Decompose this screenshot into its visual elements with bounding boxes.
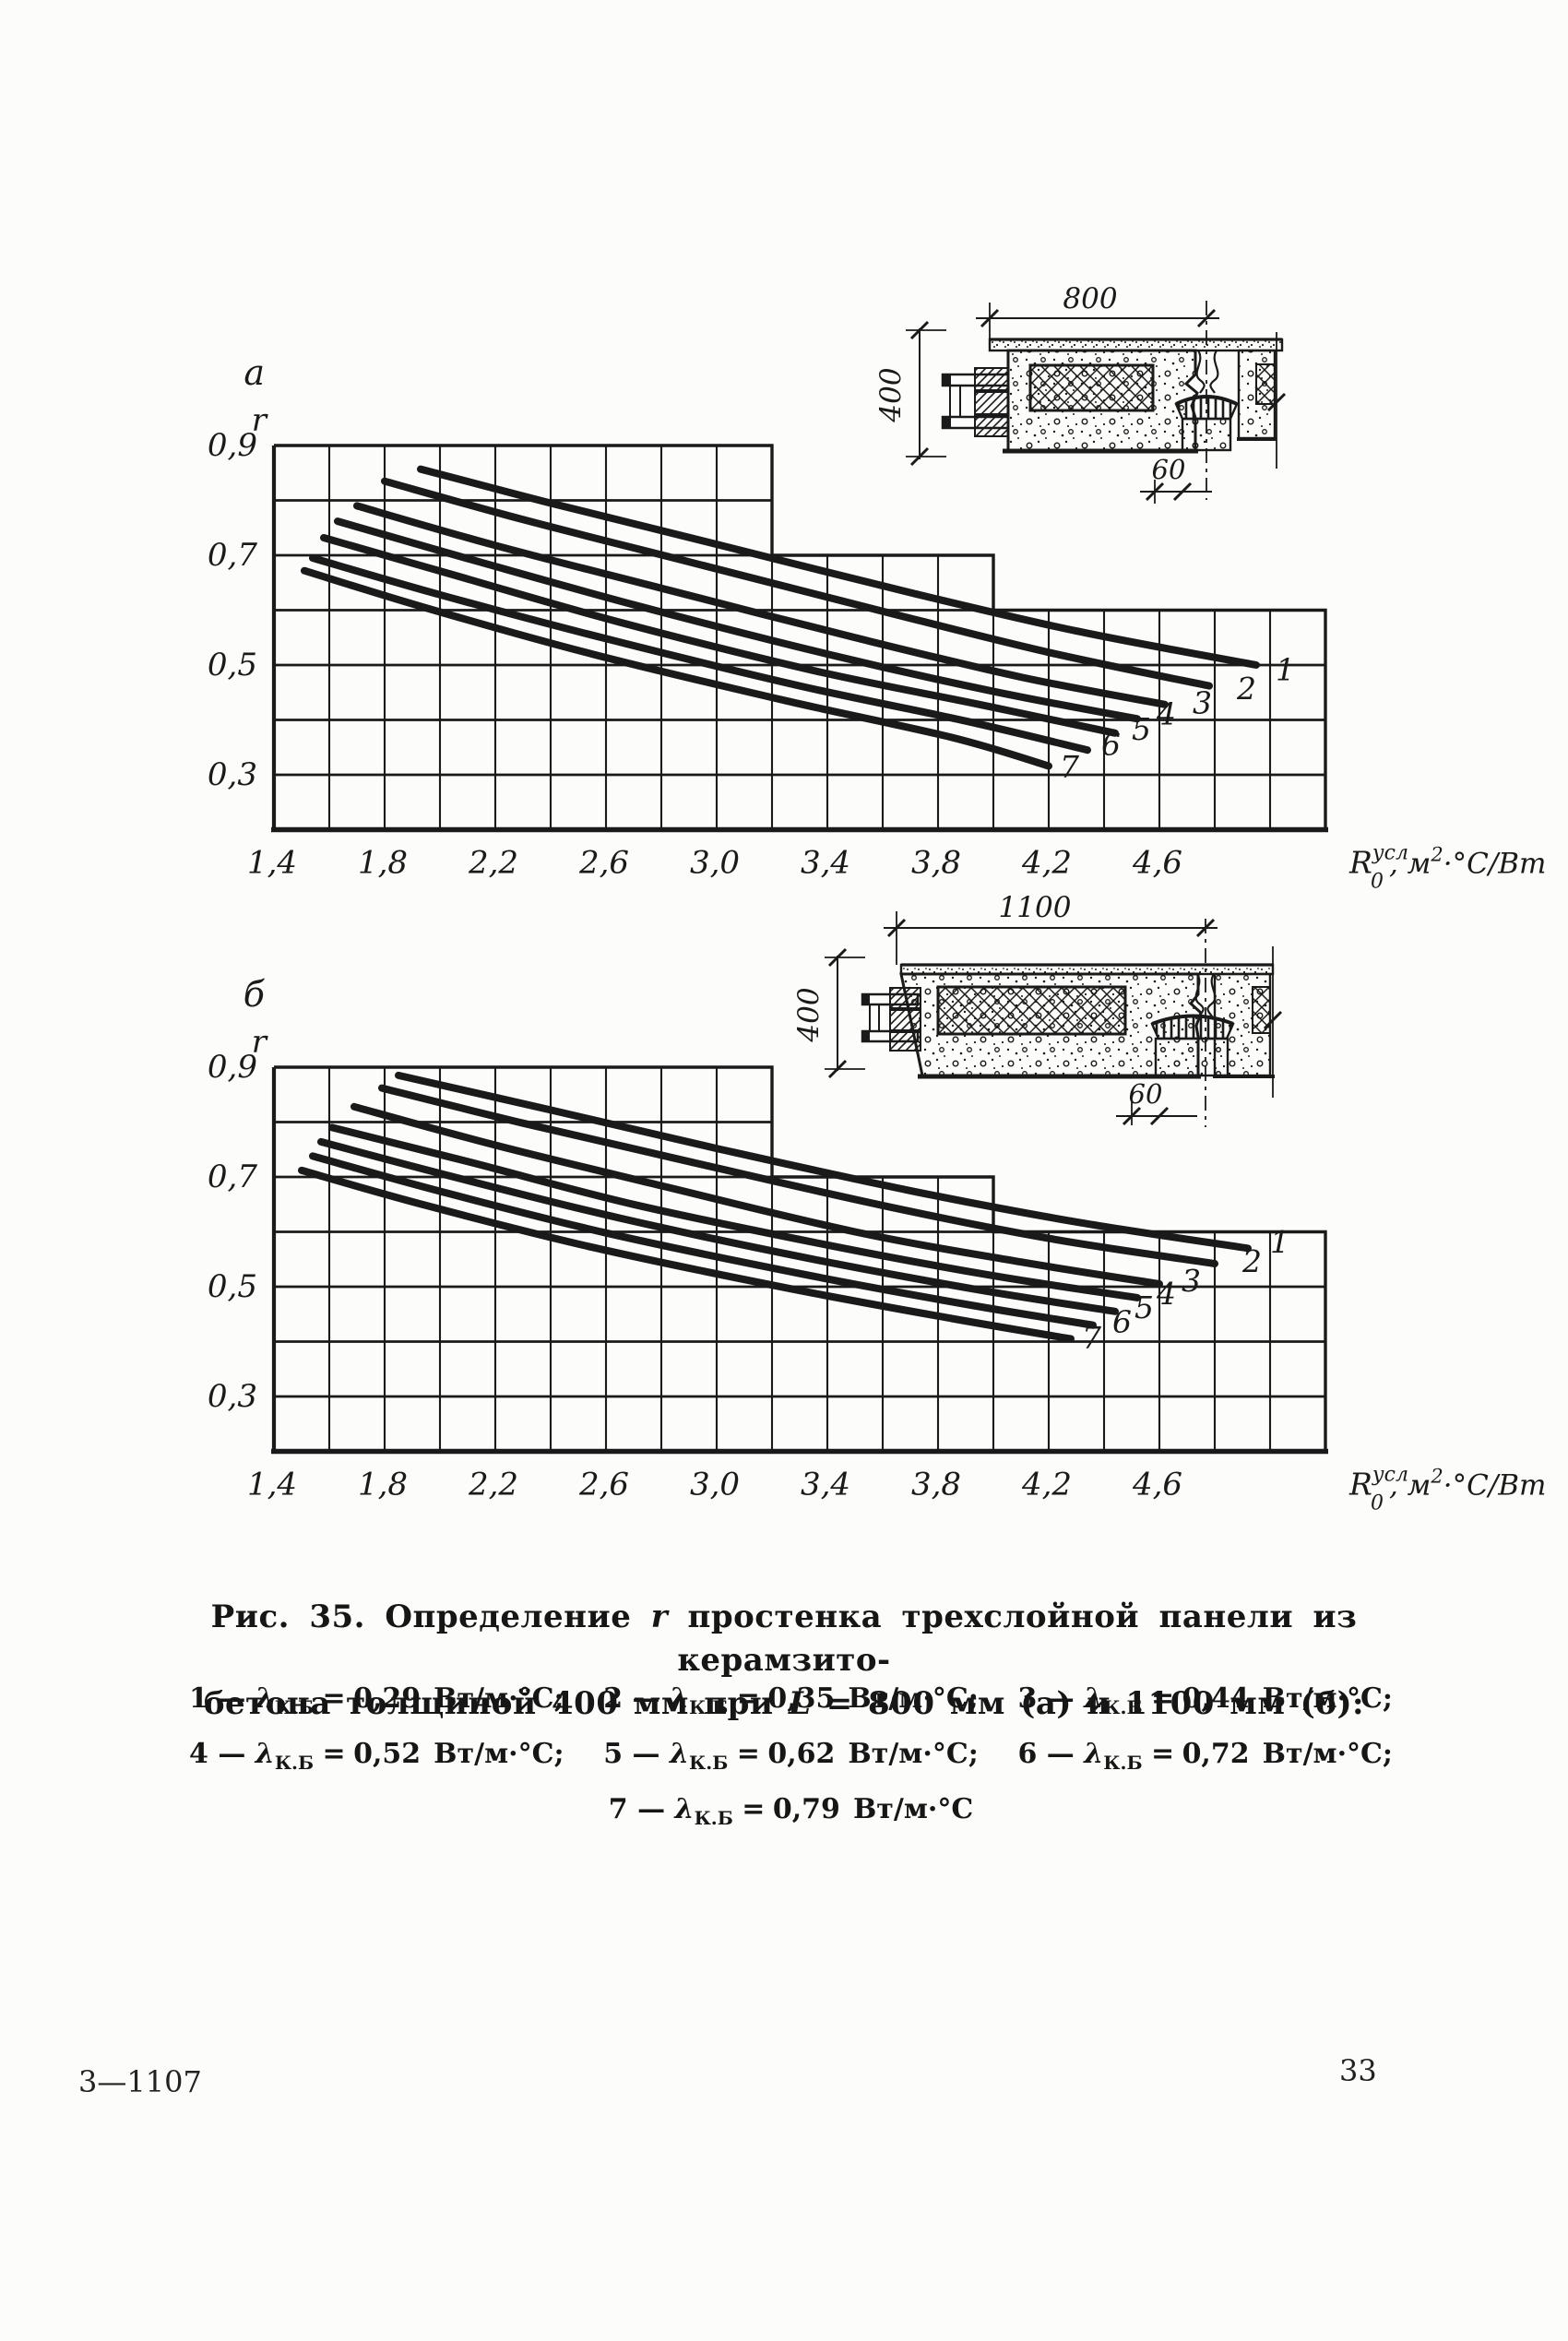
x-axis-label: Rусл 0, м2·°С/Вт [1348,842,1546,894]
legend-row: 1 — λК.Б = 0,29 Вт/м·°С; 2 — λК.Б = 0,35 Вт… [189,1682,1393,1718]
grid-boundary [274,1065,1327,1452]
y-axis-symbol: r [252,402,268,439]
curve-label-2: 2 [1236,671,1256,707]
figure-legend: 1 — λК.Б = 0,29 Вт/м·°С; 2 — λК.Б = 0,35 Вт… [189,1682,1393,1848]
dim-joint-label: 60 [1152,454,1186,485]
x-tick-label: 3,8 [911,845,961,882]
curve-6 [309,1152,1097,1329]
grid-boundary [274,444,1327,830]
x-tick-label: 2,2 [468,845,518,882]
x-tick-label: 3,8 [911,1467,961,1503]
curve-label-3: 3 [1182,1263,1201,1299]
curve-2 [381,477,1213,690]
curve-label-5: 5 [1134,1289,1154,1325]
panel-drawing-1100: 1100 400 60 [792,891,1283,1127]
curve-label-6: 6 [1101,727,1121,763]
curve-6 [309,554,1091,755]
y-tick-label: 0,9 [208,427,257,464]
legend-item-6: 6 — λК.Б = 0,72 Вт/м·°С; [1017,1738,1393,1774]
curve-label-6: 6 [1112,1303,1132,1339]
x-tick-label: 2,2 [468,1467,518,1503]
section-drawing: 800 400 60 [874,282,1287,504]
y-tick-label: 0,5 [208,647,257,683]
x-tick-label: 4,6 [1132,1467,1182,1503]
curve-7 [298,1166,1075,1343]
section-drawing: 1100 400 60 [792,891,1283,1127]
x-tick-label: 1,4 [247,845,297,882]
legend-item-4: 4 — λК.Б = 0,52 Вт/м·°С; [189,1738,564,1774]
page-number: 33 [1339,2053,1377,2088]
y-axis-symbol: r [252,1024,268,1061]
dim-height-label: 400 [874,367,908,422]
y-tick-label: 0,5 [208,1268,257,1305]
curve-label-5: 5 [1132,711,1151,747]
curve-label-1: 1 [1276,652,1295,688]
x-tick-label: 3,4 [801,1467,850,1503]
x-tick-label: 3,0 [690,1467,740,1503]
x-tick-label: 1,8 [358,1467,408,1503]
x-tick-label: 1,8 [358,845,408,882]
curve-4 [328,1123,1141,1301]
y-tick-label: 0,3 [208,1378,257,1415]
curve-5 [317,1137,1119,1315]
curve-3 [350,1102,1163,1288]
curve-label-1: 1 [1270,1224,1289,1260]
x-tick-label: 4,6 [1132,845,1182,882]
legend-row: 4 — λК.Б = 0,52 Вт/м·°С; 5 — λК.Б = 0,62 Вт… [189,1738,1393,1774]
x-tick-label: 1,4 [247,1467,297,1503]
curve-7 [301,566,1052,770]
x-tick-label: 3,0 [690,845,740,882]
curve-3 [353,502,1169,708]
legend-item-5: 5 — λК.Б = 0,62 Вт/м·°С; [603,1738,979,1774]
curve-label-2: 2 [1241,1243,1262,1279]
curve-label-7: 7 [1060,749,1079,785]
curve-1 [417,465,1260,669]
caption-line-2: бетона толщиной 400 мм при L = 800 мм (а… [203,1685,1365,1722]
curve-2 [378,1084,1218,1267]
legend-item-7: 7 — λК.Б = 0,79 Вт/м·°С [608,1793,974,1829]
legend-item-3: 3 — λК.Б = 0,44 Вт/м·°С; [1017,1682,1393,1718]
caption-line-1: Рис. 35. Определение r простенка трехсло… [210,1598,1358,1679]
y-tick-label: 0,7 [208,537,257,574]
curve-label-3: 3 [1193,684,1212,720]
y-tick-label: 0,7 [208,1159,257,1195]
panel-letter: а [244,352,265,393]
x-tick-label: 3,4 [801,845,850,882]
panel-drawing-800: 800 400 60 [874,282,1287,504]
x-tick-label: 2,6 [578,1467,629,1503]
legend-item-2: 2 — λК.Б = 0,35 Вт/м·°С; [603,1682,979,1718]
x-axis-label: Rусл 0, м2·°С/Вт [1348,1464,1546,1515]
curve-5 [320,534,1119,737]
curve-1 [395,1071,1252,1253]
curve-label-4: 4 [1156,695,1176,731]
y-tick-label: 0,9 [208,1049,257,1086]
insulation-block [1028,363,1155,412]
dim-height-label: 400 [792,987,826,1042]
panel-letter: б [244,974,266,1015]
x-tick-label: 4,2 [1021,1467,1072,1503]
legend-row: 7 — λК.Б = 0,79 Вт/м·°С [189,1793,1393,1829]
legend-item-1: 1 — λК.Б = 0,29 Вт/м·°С; [189,1682,564,1718]
y-tick-label: 0,3 [208,756,257,793]
curve-4 [334,517,1141,723]
figure-caption: Рис. 35. Определение r простенка трехсло… [152,1596,1416,1726]
x-tick-label: 2,6 [578,845,629,882]
curve-label-7: 7 [1082,1320,1101,1356]
curve-label-4: 4 [1156,1276,1176,1312]
insulation-block [936,985,1127,1036]
dim-joint-label: 60 [1129,1078,1163,1110]
dim-width-label: 1100 [999,891,1072,924]
x-tick-label: 4,2 [1021,845,1072,882]
print-code: 3—1107 [78,2064,202,2099]
dim-width-label: 800 [1063,282,1117,315]
